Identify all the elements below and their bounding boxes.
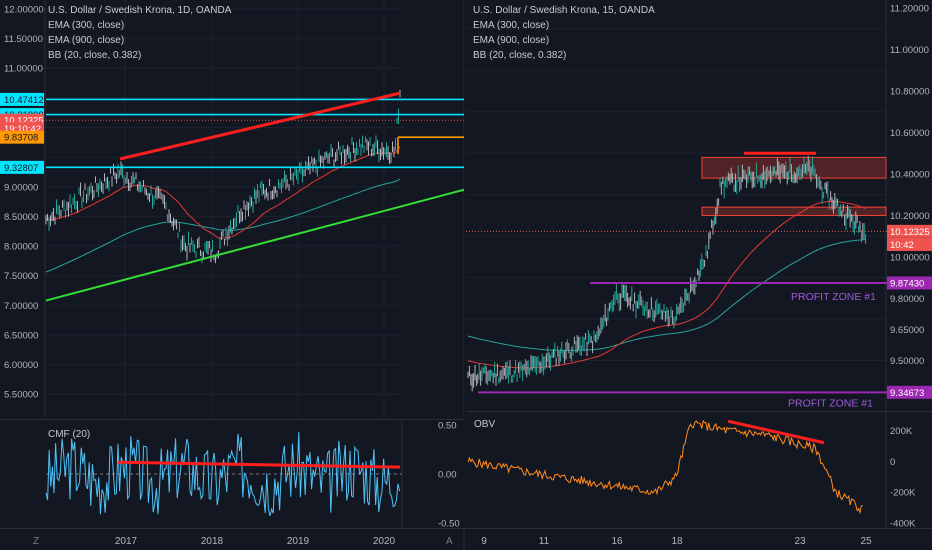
obv-trendline [727, 419, 825, 445]
ema-900-line [467, 239, 866, 351]
price-axis-label: 8.00000 [4, 242, 38, 253]
left-legend-ema300[interactable]: EMA (300, close) [48, 20, 125, 31]
right-legend-bb[interactable]: BB (20, close, 0.382) [473, 50, 567, 61]
obv-line [467, 419, 863, 515]
obv-axis-label: 200K [890, 426, 913, 437]
price-axis-label: 9.65000 [890, 325, 924, 336]
price-axis-label: 10.60000 [890, 128, 930, 139]
zoom-icon: Z [33, 536, 39, 547]
left-cmf-pane[interactable]: 0.50 0.00 -0.50 CMF (20) [0, 419, 464, 528]
obv-axis-label: 0 [890, 457, 895, 468]
left-price-chart[interactable]: 12.0000011.5000011.0000010.500009.000008… [0, 0, 464, 418]
time-axis-label: 9 [481, 536, 487, 547]
price-badge-label: 9.83708 [4, 133, 38, 144]
price-axis-label: 7.50000 [4, 271, 38, 282]
cmf-axis-label: 0.00 [438, 470, 457, 481]
obv-axis-label: -400K [890, 519, 916, 529]
time-axis-label: 2020 [373, 536, 396, 547]
right-legend: U.S. Dollar / Swedish Krona, 15, OANDA E… [473, 3, 655, 63]
price-badge [0, 92, 44, 106]
price-badge-label: 10.12325 [890, 227, 930, 238]
cmf-legend[interactable]: CMF (20) [48, 429, 91, 440]
time-axis-label: 25 [860, 536, 872, 547]
price-axis-label: 9.00000 [4, 182, 38, 193]
price-axis-label: 11.00000 [890, 45, 929, 56]
price-axis-label: 12.00000 [4, 4, 44, 15]
price-badge-label: 9.87430 [890, 278, 924, 289]
support-zone [701, 206, 887, 216]
left-legend-ema900[interactable]: EMA (900, close) [48, 35, 125, 46]
right-legend-ema300[interactable]: EMA (300, close) [473, 20, 550, 31]
price-axis-label: 8.50000 [4, 212, 38, 223]
support-trendline [45, 188, 464, 302]
obv-axis-label: -200K [890, 488, 916, 499]
price-badge [887, 224, 932, 238]
price-badge-label: 9.34673 [890, 388, 924, 399]
left-legend: U.S. Dollar / Swedish Krona, 1D, OANDA E… [48, 3, 231, 63]
price-badge-label: 10.12325 [4, 116, 44, 127]
price-axis-label: 9.50000 [890, 356, 924, 367]
price-badge [0, 160, 44, 174]
price-badge [887, 276, 932, 290]
right-price-chart[interactable]: PROFIT ZONE #1 PROFIT ZONE #1 11.20000 11.0… [466, 0, 932, 410]
price-axis-label: 11.50000 [4, 34, 43, 45]
left-legend-bb[interactable]: BB (20, close, 0.382) [48, 50, 142, 61]
price-axis-label: 6.00000 [4, 360, 38, 371]
left-legend-symbol[interactable]: U.S. Dollar / Swedish Krona, 1D, OANDA [48, 5, 232, 16]
right-obv-chart[interactable]: 200K 0 -200K -400K [466, 411, 932, 528]
price-axis-label: 6.50000 [4, 330, 38, 341]
right-obv-pane[interactable]: 200K 0 -200K -400K OBV [466, 411, 932, 528]
time-axis-label: 2019 [287, 536, 310, 547]
cmf-trendline [117, 460, 401, 469]
left-price-pane[interactable]: 12.0000011.5000011.0000010.500009.000008… [0, 0, 464, 418]
right-price-pane[interactable]: PROFIT ZONE #1 PROFIT ZONE #1 11.20000 11.0… [466, 0, 932, 410]
time-axis-label: 16 [611, 536, 623, 547]
ema-300-line [45, 146, 401, 239]
time-axis-label: 23 [794, 536, 806, 547]
obv-legend[interactable]: OBV [474, 419, 496, 430]
profit-zone-label: PROFIT ZONE #1 [791, 291, 876, 303]
price-axis-label: 7.00000 [4, 301, 38, 312]
time-axis-label: 11 [539, 536, 550, 547]
price-axis-label: 10.00000 [890, 252, 930, 263]
price-badge [887, 237, 932, 251]
right-legend-symbol[interactable]: U.S. Dollar / Swedish Krona, 15, OANDA [473, 5, 655, 16]
profit-zone-label: PROFIT ZONE #1 [788, 397, 873, 409]
price-badge [887, 385, 932, 399]
left-cmf-chart[interactable]: 0.50 0.00 -0.50 [0, 419, 464, 528]
ema-900-line [45, 178, 401, 273]
cmf-axis-label: -0.50 [438, 519, 460, 529]
time-axes: 2017 2018 2019 2020 9 11 16 18 23 25 Z A [0, 528, 932, 550]
resistance-trendline [119, 91, 401, 161]
price-badge-label: 9.32807 [4, 163, 38, 174]
price-badge-label: 19:10:42 [4, 124, 41, 135]
time-axis-label: 2017 [115, 536, 138, 547]
price-axis-label: 11.00000 [4, 64, 43, 75]
price-badge-label: 10.47412 [4, 95, 44, 106]
right-legend-ema900[interactable]: EMA (900, close) [473, 35, 550, 46]
price-axis-label: 10.80000 [890, 87, 930, 98]
price-axis-label: 5.50000 [4, 390, 38, 401]
ema-300-line [467, 200, 866, 369]
price-axis-label: 9.80000 [890, 294, 924, 305]
price-axis-label: 10.20000 [890, 211, 930, 222]
price-axis-label: 11.20000 [890, 4, 929, 15]
cmf-axis-label: 0.50 [438, 421, 457, 432]
price-axis-label: 10.40000 [890, 169, 930, 180]
cmf-line [45, 432, 401, 516]
price-badge [0, 130, 44, 144]
time-axis-label: 2018 [201, 536, 224, 547]
time-axis-label: 18 [671, 536, 683, 547]
price-badge-label: 10:42 [890, 240, 914, 251]
auto-scale-icon: A [446, 536, 453, 547]
